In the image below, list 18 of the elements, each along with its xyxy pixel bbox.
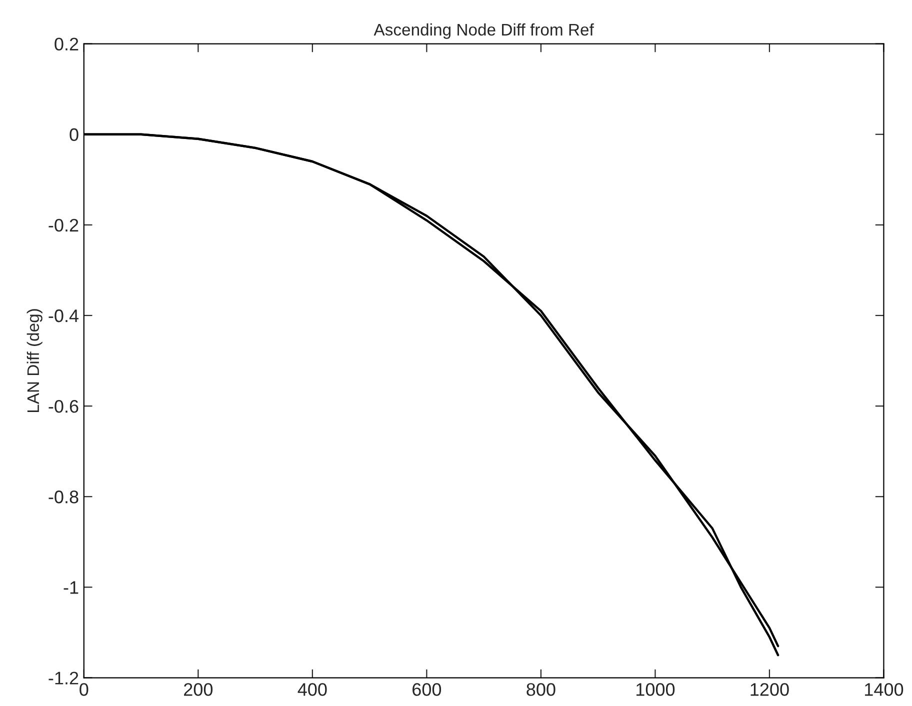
y-tick-label: 0.2 xyxy=(54,38,78,50)
y-axis-title: LAN Diff (deg) xyxy=(26,309,42,412)
x-tick-label: 1400 xyxy=(865,683,904,696)
y-tick-label: -0.8 xyxy=(48,490,78,504)
x-tick-label: 400 xyxy=(298,683,327,696)
x-tick-label: 1000 xyxy=(636,683,675,696)
y-tick-label: -1.2 xyxy=(48,672,78,684)
x-tick-label: 800 xyxy=(526,683,556,696)
x-tick-label: 0 xyxy=(80,683,88,696)
x-tick-label: 200 xyxy=(184,683,213,696)
y-tick-label: -0.2 xyxy=(48,218,78,232)
chart-title: Ascending Node Diff from Ref xyxy=(374,23,594,39)
y-tick-label: -0.4 xyxy=(48,309,79,322)
x-tick-label: 600 xyxy=(412,683,442,696)
y-tick-label: -0.6 xyxy=(48,400,78,413)
y-tick-label: 0 xyxy=(70,128,78,142)
x-tick-label: 1200 xyxy=(750,683,789,696)
y-tick-label: -1 xyxy=(64,581,78,594)
